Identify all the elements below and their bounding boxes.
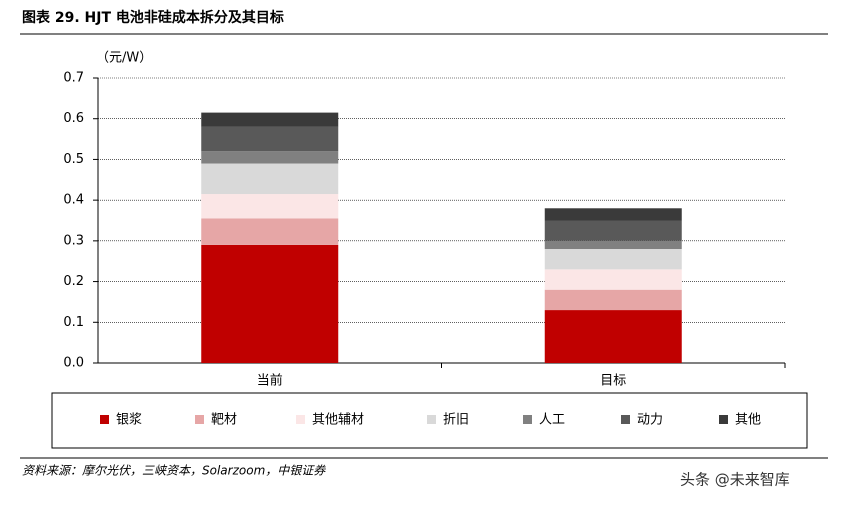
y-tick-label: 0.0: [63, 356, 84, 371]
x-tick-label: 目标: [600, 374, 626, 389]
legend-swatch: [719, 415, 728, 424]
legend-swatch: [523, 415, 532, 424]
legend-label: 其他辅材: [312, 413, 364, 428]
y-tick-label: 0.4: [63, 193, 84, 208]
y-tick-label: 0.6: [63, 111, 84, 126]
y-tick-label: 0.1: [63, 315, 84, 330]
y-axis-unit: （元/W）: [96, 51, 152, 66]
legend-label: 其他: [735, 413, 761, 428]
chart-title: 图表 29. HJT 电池非硅成本拆分及其目标: [22, 9, 284, 26]
bar-segment: [201, 218, 339, 245]
y-tick-label: 0.3: [63, 233, 84, 248]
legend-swatch: [100, 415, 109, 424]
source-note: 资料来源：摩尔光伏，三峡资本，Solarzoom，中银证券: [22, 464, 326, 478]
y-tick-label: 0.7: [63, 71, 84, 86]
bar-segment: [201, 112, 339, 127]
bar-segment: [544, 289, 682, 311]
legend-label: 人工: [539, 413, 565, 428]
bar-segment: [201, 163, 339, 195]
watermark: 头条 @未来智库: [680, 471, 790, 489]
legend-box: [51, 392, 808, 449]
legend-label: 银浆: [116, 413, 142, 428]
legend-swatch: [427, 415, 436, 424]
legend-swatch: [296, 415, 305, 424]
legend-swatch: [195, 415, 204, 424]
bar-segment: [201, 244, 339, 363]
y-tick-label: 0.5: [63, 152, 84, 167]
bar-segment: [201, 194, 339, 219]
bar-segment: [201, 126, 339, 152]
legend-label: 靶材: [211, 413, 237, 428]
legend-label: 折旧: [443, 413, 469, 428]
bar-segment: [544, 240, 682, 249]
legend-label: 动力: [637, 413, 663, 428]
bar-segment: [544, 208, 682, 221]
legend-swatch: [621, 415, 630, 424]
bar-segment: [201, 151, 339, 164]
bar-segment: [544, 269, 682, 290]
bar-segment: [544, 249, 682, 270]
bar-segment: [544, 220, 682, 241]
y-tick-label: 0.2: [63, 274, 84, 289]
bar-segment: [544, 310, 682, 363]
x-tick-label: 当前: [257, 373, 283, 389]
